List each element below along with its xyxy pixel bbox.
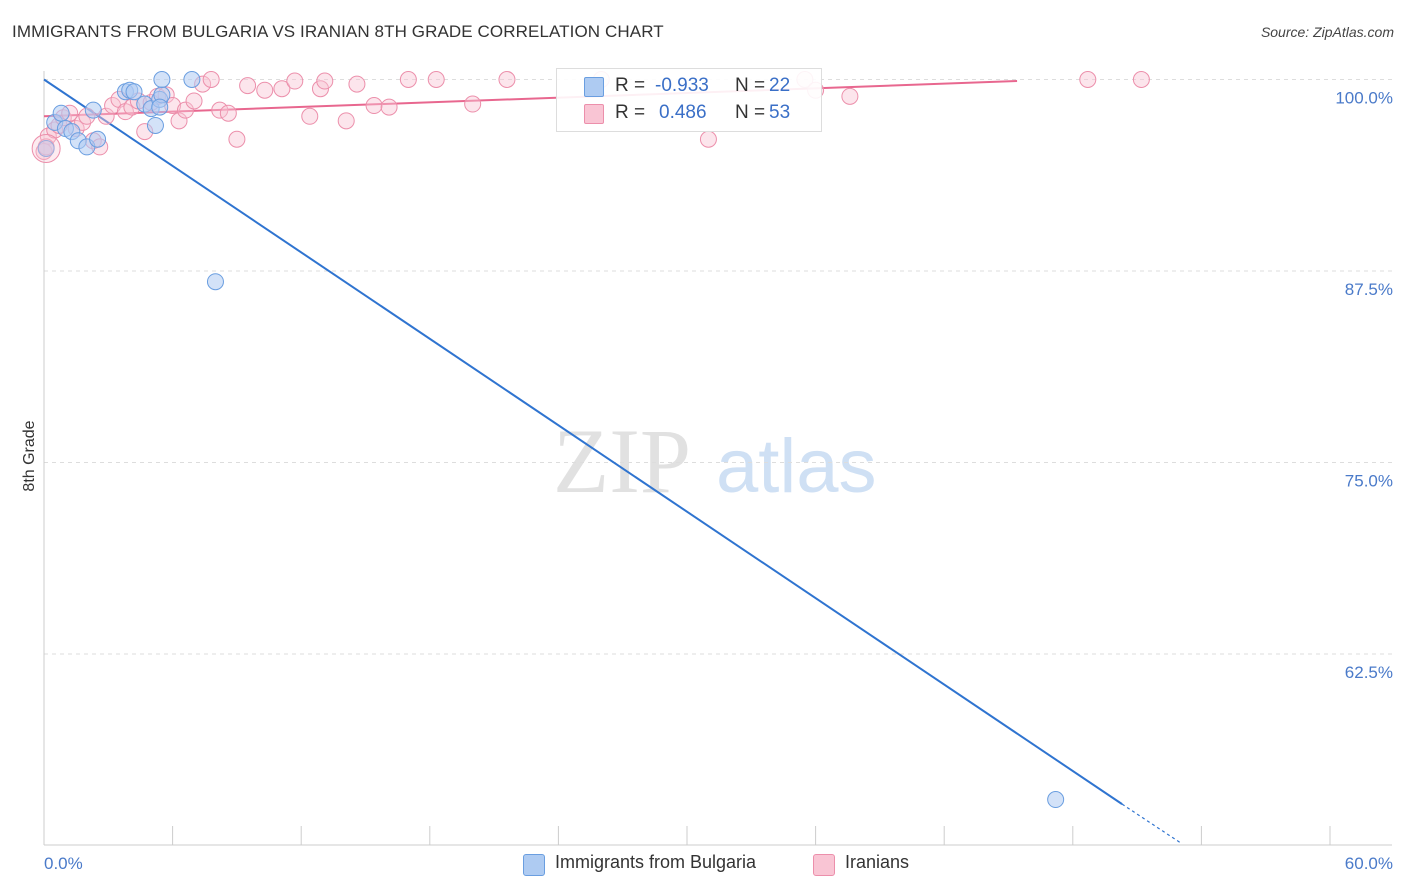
point-iranians (1079, 71, 1097, 88)
point-iranians (699, 130, 717, 148)
correlation-legend: R = -0.933 N = 22 R = 0.486 N = 53 (556, 68, 822, 132)
point-iranians (202, 71, 220, 88)
point-bulgaria (125, 83, 143, 101)
point-bulgaria (146, 116, 164, 134)
point-iranians (348, 75, 366, 93)
point-iranians (337, 112, 355, 130)
point-bulgaria (206, 273, 224, 291)
series-label-bulgaria: Immigrants from Bulgaria (555, 852, 757, 872)
trend-line-iranians (43, 80, 1018, 118)
point-bulgaria (52, 104, 70, 122)
point-iranians (185, 92, 203, 110)
legend-n-label: N = (735, 102, 766, 123)
point-bulgaria (37, 139, 55, 157)
point-iranians (228, 130, 246, 148)
legend-r-label: R = (615, 102, 646, 123)
point-iranians (1132, 71, 1150, 88)
legend-swatch-iranians (584, 104, 604, 124)
point-iranians (273, 80, 291, 98)
point-iranians (286, 72, 304, 90)
point-bulgaria (89, 130, 107, 148)
point-bulgaria (84, 101, 102, 119)
point-bulgaria (151, 98, 169, 116)
watermark: ZIP atlas (553, 410, 877, 512)
point-iranians (219, 104, 237, 122)
watermark-zip: ZIP (553, 410, 691, 512)
series-label-iranians: Iranians (845, 852, 910, 872)
point-iranians (170, 112, 188, 130)
y-tick-label: 62.5% (1345, 663, 1393, 682)
y-tick-label: 100.0% (1335, 89, 1393, 108)
y-tick-labels: 100.0% 87.5% 75.0% 62.5% (1335, 89, 1393, 683)
legend-n-value: 53 (769, 102, 791, 123)
x-tick-label-max: 60.0% (1345, 854, 1393, 873)
legend-n-label: N = (735, 75, 766, 96)
series-swatch-iranians (813, 854, 835, 876)
chart-title: IMMIGRANTS FROM BULGARIA VS IRANIAN 8TH … (12, 22, 664, 41)
point-iranians (256, 81, 274, 99)
axes (43, 71, 1392, 846)
point-bulgaria (183, 71, 201, 88)
legend-r-value: 0.486 (659, 102, 707, 123)
y-tick-label: 75.0% (1345, 472, 1393, 491)
data-points (31, 71, 1150, 809)
watermark-atlas: atlas (716, 424, 877, 509)
point-iranians (311, 80, 329, 98)
y-tick-label: 87.5% (1345, 280, 1393, 299)
point-bulgaria (153, 71, 171, 88)
point-iranians (176, 101, 194, 119)
point-iranians (841, 87, 859, 105)
point-iranians (464, 95, 482, 113)
point-iranians (427, 71, 445, 88)
point-iranians (301, 107, 319, 125)
legend-r-value: -0.933 (655, 75, 709, 96)
legend-r-label: R = (615, 75, 646, 96)
y-axis-title: 8th Grade (21, 420, 38, 491)
trend-line-bulgaria (43, 78, 1123, 805)
point-iranians (365, 97, 383, 115)
trend-line-bulgaria-extension (1121, 803, 1181, 843)
legend-n-value: 22 (769, 75, 791, 96)
point-cluster (31, 133, 61, 163)
trend-lines (43, 78, 1181, 843)
gridlines (44, 79, 1392, 655)
point-iranians (239, 77, 257, 95)
x-tick-label-min: 0.0% (44, 854, 83, 873)
series-swatch-bulgaria (523, 854, 545, 876)
point-bulgaria (1047, 791, 1065, 809)
source-credit: Source: ZipAtlas.com (1260, 24, 1394, 40)
point-iranians (399, 71, 417, 88)
point-iranians (498, 71, 516, 88)
point-iranians (380, 98, 398, 116)
point-iranians (316, 72, 334, 90)
legend-swatch-bulgaria (584, 77, 604, 97)
